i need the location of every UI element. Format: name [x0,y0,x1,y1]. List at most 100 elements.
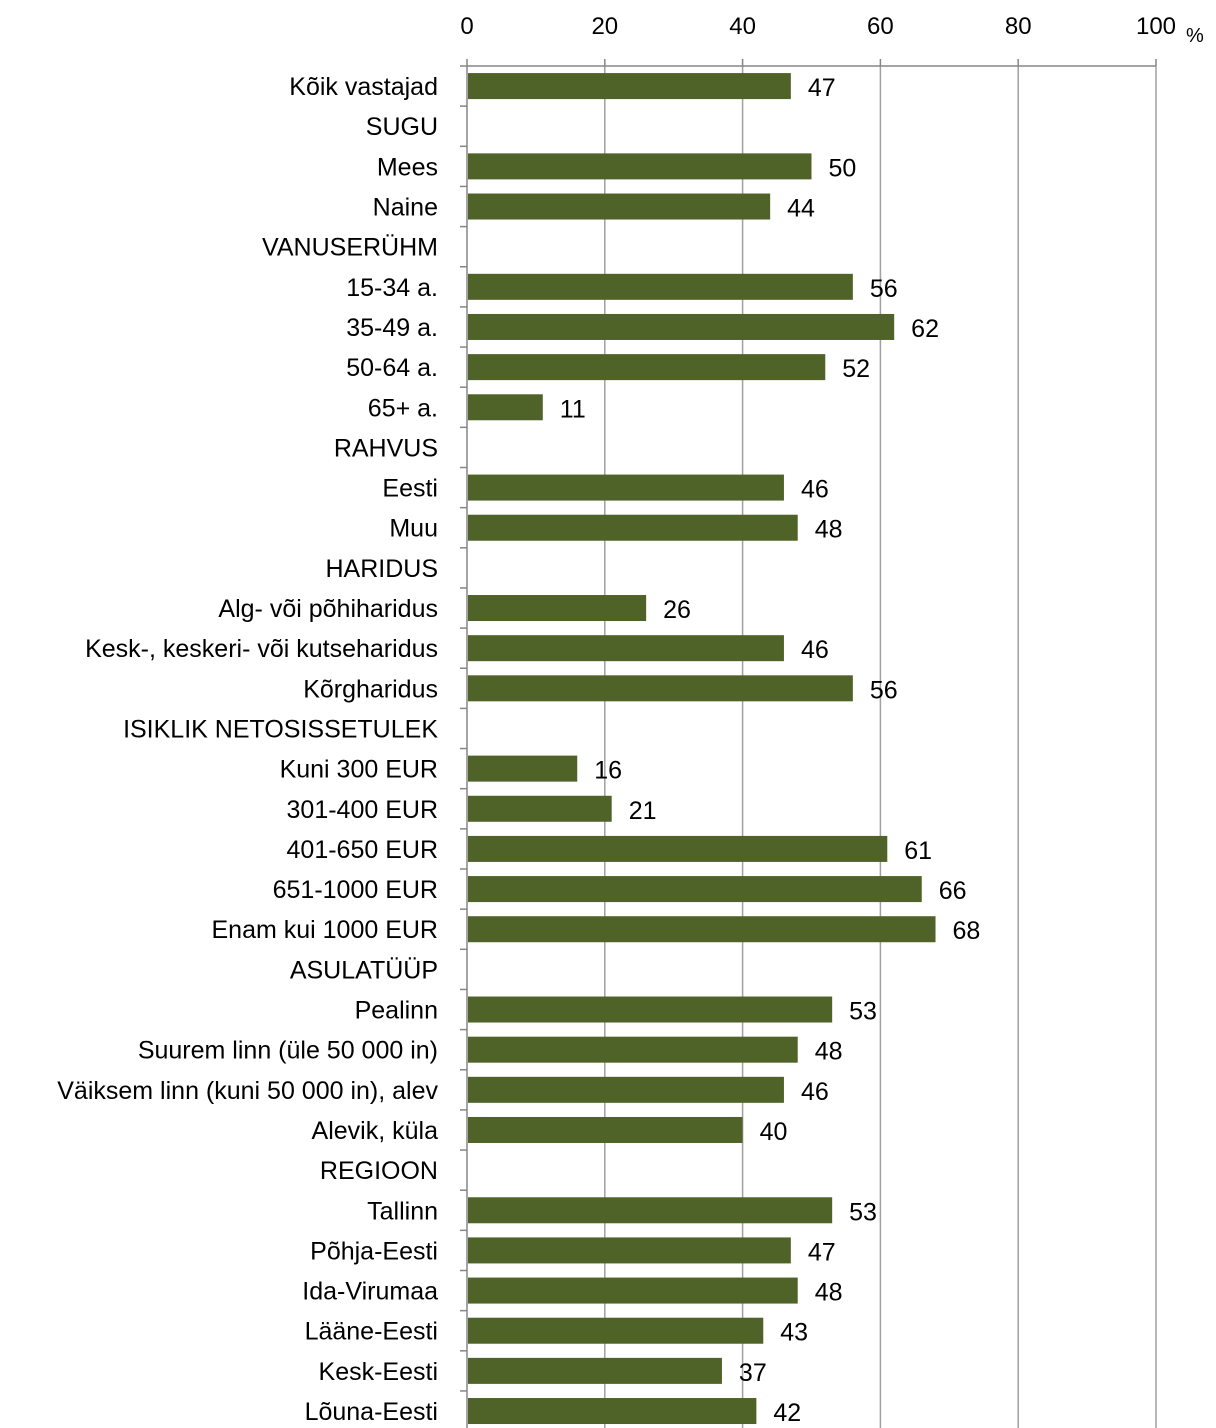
data-label: 48 [815,1038,843,1066]
category-label: Põhja-Eesti [310,1237,438,1265]
bar [468,354,826,381]
category-label: 301-400 EUR [287,796,438,824]
data-label: 44 [787,195,815,223]
bar [468,1197,833,1224]
data-label: 11 [560,395,586,423]
axes [460,59,1157,1428]
data-label: 62 [911,315,939,343]
x-tick-label: 20 [591,13,618,40]
data-label: 56 [870,275,898,303]
bar [468,1277,798,1304]
category-label: VANUSERÜHM [262,234,438,262]
category-label: Eesti [382,475,438,503]
bar [468,73,791,100]
x-axis-unit-label: % [1186,25,1204,47]
bar [468,1076,784,1103]
data-label: 48 [815,1279,843,1307]
data-label: 68 [953,917,981,945]
data-label: 43 [780,1319,808,1347]
bar [468,1237,791,1264]
bar [468,193,771,220]
x-tick-label: 100 [1136,13,1176,40]
category-label: 15-34 a. [346,274,438,302]
category-label: Kesk-, keskeri- või kutseharidus [85,635,438,663]
bar [468,835,888,862]
data-label: 16 [594,757,622,785]
data-label: 40 [760,1118,788,1146]
x-tick-label: 80 [1005,13,1032,40]
data-label: 47 [808,74,836,102]
x-tick-label: 60 [867,13,894,40]
data-label: 46 [801,636,829,664]
bar [468,876,922,903]
category-label: Lõuna-Eesti [305,1398,438,1426]
data-label: 26 [663,596,691,624]
category-label: 50-64 a. [346,354,438,382]
data-label: 46 [801,476,829,504]
category-label: ISIKLIK NETOSISSETULEK [123,715,438,743]
bar [468,153,812,180]
category-label: 401-650 EUR [287,836,438,864]
category-label: Tallinn [367,1197,438,1225]
category-label: HARIDUS [325,555,438,583]
category-label: Alevik, küla [312,1117,439,1145]
category-label: Lääne-Eesti [305,1318,438,1346]
category-label: Kõrgharidus [303,675,438,703]
data-label: 53 [849,998,877,1026]
data-label: 46 [801,1078,829,1106]
category-label: 651-1000 EUR [273,876,438,904]
category-label: 35-49 a. [346,314,438,342]
category-label: Alg- või põhiharidus [218,595,438,623]
data-label: 50 [829,154,857,182]
category-label: Pealinn [355,997,438,1025]
bar [468,273,853,300]
category-label: Kõik vastajad [289,73,438,101]
category-label: REGIOON [320,1157,438,1185]
category-label: Naine [373,194,438,222]
data-label: 66 [939,877,967,905]
category-label: ASULATÜÜP [290,956,438,984]
category-label: Kesk-Eesti [319,1358,438,1386]
bar [468,595,647,622]
x-tick-label: 0 [460,13,473,40]
bar [468,1357,722,1384]
bar [468,1116,743,1143]
bar [468,394,543,421]
bars [468,73,936,1425]
data-label: 21 [629,797,657,825]
bar [468,635,784,662]
category-label: 65+ a. [368,394,438,422]
x-tick-label: 40 [729,13,756,40]
bar [468,1398,757,1425]
bar [468,313,895,340]
data-label: 47 [808,1238,836,1266]
bar [468,514,798,541]
category-label: SUGU [366,113,438,141]
bar [468,755,578,782]
labels: 0 20 40 60 80 100 % Kõik vastajad 47 SUGU Mees 50 Na… [57,13,1204,1427]
bar [468,996,833,1023]
category-label: Suurem linn (üle 50 000 in) [138,1037,438,1065]
category-label: Enam kui 1000 EUR [211,916,438,944]
category-label: RAHVUS [334,434,438,462]
data-label: 52 [842,355,870,383]
bar [468,675,853,702]
category-label: Kuni 300 EUR [280,756,438,784]
category-label: Mees [377,153,438,181]
bar [468,474,784,501]
bar [468,1036,798,1063]
category-label: Ida-Virumaa [302,1278,438,1306]
data-label: 48 [815,516,843,544]
data-label: 61 [904,837,932,865]
bar [468,1317,764,1344]
data-label: 42 [773,1399,801,1427]
category-label: Muu [389,515,438,543]
data-label: 56 [870,676,898,704]
category-label: Väiksem linn (kuni 50 000 in), alev [57,1077,438,1105]
bar [468,795,612,822]
data-label: 37 [739,1359,767,1387]
bar [468,916,936,943]
gridlines [604,66,1157,1428]
